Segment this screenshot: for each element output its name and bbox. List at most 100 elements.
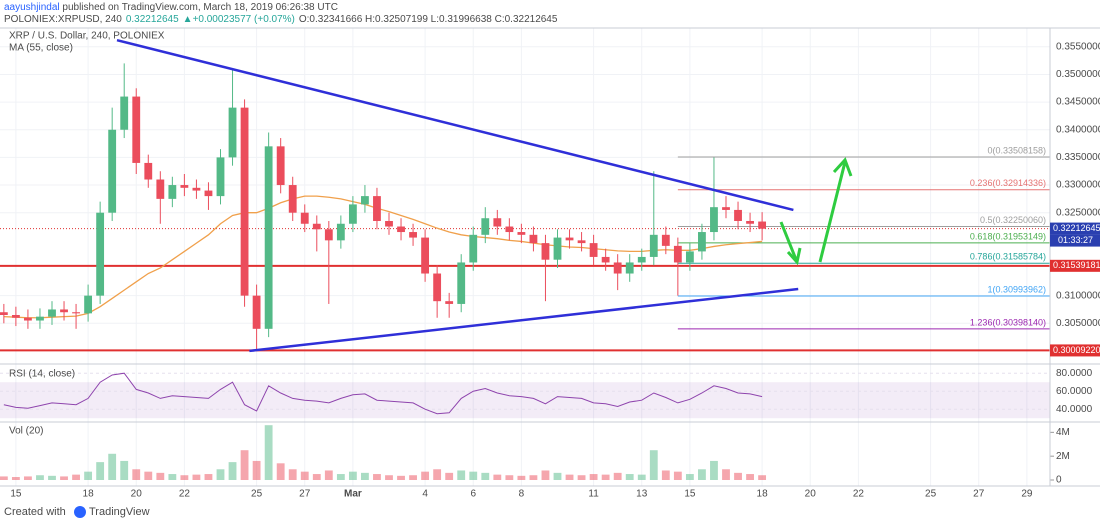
volume-bar	[192, 474, 201, 480]
candle-body	[192, 187, 201, 191]
candle-body	[746, 220, 754, 224]
legend-ma: MA (55, close)	[9, 43, 73, 54]
candle-body	[348, 204, 357, 224]
candle-body	[637, 256, 646, 263]
legend-rsi: RSI (14, close)	[9, 369, 75, 380]
candle-body	[625, 262, 634, 274]
y-tick-label: 0.31000000	[1056, 290, 1100, 301]
volume-bar	[276, 463, 285, 480]
candle-body	[397, 226, 405, 233]
candle-body	[553, 237, 562, 260]
candle-body	[48, 309, 56, 317]
candle-body	[565, 237, 574, 241]
x-tick-label: 8	[519, 489, 525, 500]
volume-bar	[240, 450, 249, 480]
candle-body	[72, 312, 80, 314]
candle-body	[144, 162, 153, 180]
volume-bar	[722, 469, 730, 480]
ohlc: O:0.32341666 H:0.32507199 L:0.31996638 C…	[299, 14, 558, 25]
y-tick-label: 0.35500000	[1056, 41, 1100, 52]
volume-bar	[493, 474, 502, 480]
candle-body	[96, 212, 105, 296]
x-tick-label: 27	[973, 489, 985, 500]
candle-body	[36, 316, 44, 321]
candle-body	[84, 295, 93, 314]
y-tick-label: 0.32500000	[1056, 207, 1100, 218]
x-tick-label: 4	[422, 489, 428, 500]
volume-tick-label: 4M	[1056, 427, 1070, 438]
volume-bar	[397, 475, 405, 480]
x-tick-label: 13	[636, 489, 648, 500]
plot-layer: 0(0.33508158) 0.236(0.32914336) 0.5(0.3225…	[0, 28, 1054, 486]
price-label-box	[1050, 344, 1100, 357]
volume-bar	[84, 471, 93, 480]
volume-bar	[132, 469, 141, 480]
candle-body	[11, 314, 20, 318]
candle-body	[361, 196, 369, 205]
volume-bar	[204, 474, 213, 480]
x-tick-label: 15	[684, 489, 696, 500]
last-price-box	[1050, 222, 1100, 235]
y-tick-label: 0.35000000	[1056, 69, 1100, 80]
rsi-tick-label: 60.0000	[1056, 386, 1093, 397]
candle-body	[324, 229, 333, 241]
volume-bar	[324, 470, 333, 480]
volume-bar	[96, 462, 105, 480]
volume-bar	[373, 474, 381, 480]
volume-bar	[120, 460, 129, 480]
volume-bar	[11, 477, 20, 480]
candle-body	[385, 220, 393, 227]
fib-label: 0.618(0.31953149)	[970, 231, 1046, 241]
candle-body	[60, 309, 68, 313]
volume-bar	[710, 460, 718, 480]
volume-tick-label: 2M	[1056, 451, 1070, 462]
volume-bar	[336, 474, 345, 480]
published: published on TradingView.com, March 18, …	[60, 2, 338, 13]
candle-body	[673, 245, 682, 263]
volume-bar	[60, 476, 68, 480]
volume-bar	[649, 450, 658, 480]
volume-bar	[601, 474, 610, 480]
x-tick-label: 25	[251, 489, 263, 500]
candle-body	[228, 107, 237, 158]
candle-body	[649, 234, 658, 257]
candle-body	[493, 218, 502, 227]
volume-bar	[746, 474, 754, 480]
change: ▲+0.00023577 (+0.07%)	[183, 14, 295, 25]
candle-body	[457, 262, 466, 304]
x-tick-label: 22	[179, 489, 191, 500]
x-tick-label: 27	[299, 489, 311, 500]
volume-bar	[421, 471, 430, 480]
candle-body	[710, 207, 718, 233]
candle-body	[734, 209, 742, 221]
trendline	[249, 287, 799, 353]
volume-bar	[685, 474, 694, 480]
candle-body	[168, 185, 177, 199]
candle-body	[541, 243, 550, 260]
volume-bar	[553, 472, 562, 480]
volume-bar	[661, 470, 670, 480]
candle-body	[685, 251, 694, 263]
volume-bar	[288, 469, 297, 480]
volume-bar	[108, 453, 117, 480]
candle-body	[409, 232, 417, 238]
rsi-tick-label: 80.0000	[1056, 368, 1093, 379]
candle-body	[577, 240, 586, 244]
forecast-arrows	[779, 157, 853, 266]
volume-bar	[0, 476, 8, 480]
volume-bar	[469, 471, 478, 480]
x-tick-label: 25	[925, 489, 937, 500]
volume-bar	[589, 474, 598, 480]
countdown-label: 01:33:27	[1058, 235, 1093, 245]
fib-label: 0.5(0.32250060)	[980, 215, 1046, 225]
candle-body	[24, 317, 32, 321]
rsi-line	[3, 372, 763, 415]
volume-bar	[481, 472, 490, 480]
quote-line: POLONIEX:XRPUSD, 240 0.32212645 ▲+0.000235…	[4, 14, 558, 25]
candle-body	[529, 234, 538, 244]
y-tick-label: 0.34000000	[1056, 124, 1100, 135]
author: aayushjindal	[4, 2, 60, 13]
